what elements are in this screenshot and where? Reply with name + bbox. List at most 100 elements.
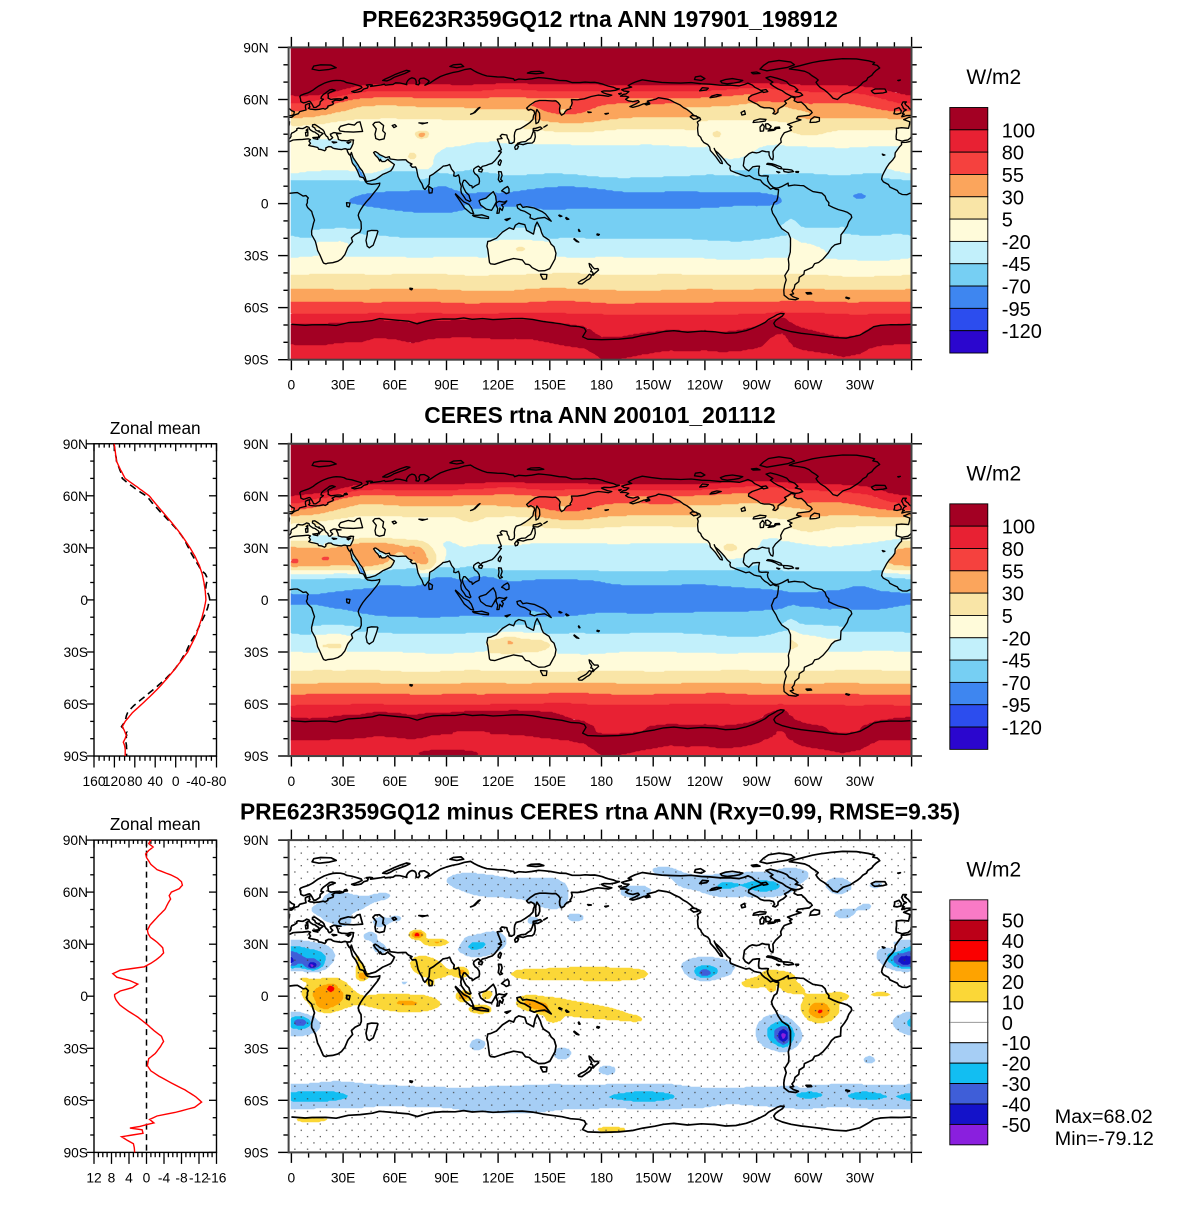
- svg-text:90S: 90S: [244, 1145, 269, 1160]
- svg-text:PRE623R359GQ12 minus CERES rtn: PRE623R359GQ12 minus CERES rtna ANN (Rxy…: [240, 799, 960, 825]
- svg-text:30: 30: [1002, 187, 1024, 209]
- svg-text:-80: -80: [207, 774, 227, 789]
- svg-text:150E: 150E: [534, 774, 566, 789]
- svg-text:80: 80: [127, 774, 143, 789]
- svg-text:30: 30: [1002, 952, 1024, 974]
- svg-text:30N: 30N: [63, 937, 88, 952]
- svg-text:90W: 90W: [742, 774, 770, 789]
- svg-text:30E: 30E: [331, 1170, 356, 1185]
- svg-text:0: 0: [288, 774, 296, 789]
- svg-text:80: 80: [1002, 143, 1024, 165]
- svg-text:150E: 150E: [534, 378, 566, 393]
- svg-text:-20: -20: [1002, 628, 1031, 650]
- svg-text:120W: 120W: [687, 774, 723, 789]
- svg-text:Zonal mean: Zonal mean: [110, 418, 201, 438]
- svg-text:60W: 60W: [794, 378, 822, 393]
- svg-text:40: 40: [148, 774, 164, 789]
- svg-text:0: 0: [261, 197, 269, 212]
- svg-text:30N: 30N: [243, 541, 268, 556]
- svg-text:30E: 30E: [331, 378, 356, 393]
- svg-text:5: 5: [1002, 210, 1013, 232]
- svg-text:-10: -10: [1002, 1033, 1031, 1055]
- svg-text:80: 80: [1002, 539, 1024, 561]
- svg-text:60E: 60E: [383, 774, 408, 789]
- svg-text:0: 0: [1002, 1013, 1013, 1035]
- svg-text:-120: -120: [1002, 718, 1042, 740]
- svg-text:60E: 60E: [383, 378, 408, 393]
- svg-text:30N: 30N: [63, 541, 88, 556]
- svg-text:55: 55: [1002, 561, 1024, 583]
- svg-text:-120: -120: [1002, 321, 1042, 343]
- svg-text:60N: 60N: [243, 489, 268, 504]
- svg-text:30W: 30W: [846, 774, 874, 789]
- svg-text:60N: 60N: [243, 885, 268, 900]
- svg-text:-12: -12: [189, 1170, 209, 1185]
- svg-text:60S: 60S: [244, 1093, 269, 1108]
- svg-text:Min=-79.12: Min=-79.12: [1055, 1128, 1154, 1150]
- svg-text:150W: 150W: [635, 774, 671, 789]
- svg-text:150E: 150E: [534, 1170, 566, 1185]
- svg-text:90N: 90N: [63, 833, 88, 848]
- svg-text:0: 0: [288, 1170, 296, 1185]
- svg-text:W/m2: W/m2: [966, 859, 1021, 882]
- svg-text:30N: 30N: [243, 937, 268, 952]
- svg-text:30S: 30S: [244, 249, 269, 264]
- svg-text:0: 0: [172, 774, 180, 789]
- svg-text:-95: -95: [1002, 695, 1031, 717]
- svg-text:60N: 60N: [63, 885, 88, 900]
- svg-text:90E: 90E: [434, 774, 459, 789]
- svg-text:60W: 60W: [794, 1170, 822, 1185]
- svg-text:10: 10: [1002, 992, 1024, 1014]
- svg-text:0: 0: [143, 1170, 151, 1185]
- svg-text:90N: 90N: [243, 833, 268, 848]
- svg-text:30: 30: [1002, 584, 1024, 606]
- svg-text:120: 120: [103, 774, 126, 789]
- svg-text:W/m2: W/m2: [966, 66, 1021, 89]
- svg-text:30W: 30W: [846, 1170, 874, 1185]
- svg-text:30W: 30W: [846, 378, 874, 393]
- svg-text:90E: 90E: [434, 1170, 459, 1185]
- svg-text:-20: -20: [1002, 232, 1031, 254]
- svg-text:-40: -40: [1002, 1095, 1031, 1117]
- svg-text:-4: -4: [158, 1170, 171, 1185]
- svg-text:60N: 60N: [63, 489, 88, 504]
- svg-text:-50: -50: [1002, 1115, 1031, 1137]
- svg-text:120E: 120E: [482, 774, 514, 789]
- svg-text:PRE623R359GQ12 rtna ANN 197901: PRE623R359GQ12 rtna ANN 197901_198912: [362, 6, 838, 32]
- svg-text:90N: 90N: [243, 40, 268, 55]
- svg-text:40: 40: [1002, 931, 1024, 953]
- svg-text:150W: 150W: [635, 1170, 671, 1185]
- svg-text:-30: -30: [1002, 1074, 1031, 1096]
- svg-text:30E: 30E: [331, 774, 356, 789]
- svg-text:30S: 30S: [63, 1041, 88, 1056]
- svg-text:180: 180: [590, 378, 613, 393]
- svg-text:90E: 90E: [434, 378, 459, 393]
- svg-text:-45: -45: [1002, 254, 1031, 276]
- svg-text:120W: 120W: [687, 1170, 723, 1185]
- svg-text:60S: 60S: [63, 697, 88, 712]
- svg-text:60S: 60S: [63, 1093, 88, 1108]
- svg-text:180: 180: [590, 774, 613, 789]
- svg-text:0: 0: [261, 593, 269, 608]
- svg-text:30S: 30S: [63, 645, 88, 660]
- svg-text:55: 55: [1002, 165, 1024, 187]
- svg-text:90S: 90S: [63, 1145, 88, 1160]
- svg-text:60W: 60W: [794, 774, 822, 789]
- svg-text:0: 0: [80, 989, 88, 1004]
- svg-text:120E: 120E: [482, 378, 514, 393]
- svg-text:90S: 90S: [244, 749, 269, 764]
- svg-text:Zonal mean: Zonal mean: [110, 814, 201, 834]
- svg-text:5: 5: [1002, 606, 1013, 628]
- svg-text:120E: 120E: [482, 1170, 514, 1185]
- svg-text:60S: 60S: [244, 697, 269, 712]
- svg-text:-70: -70: [1002, 277, 1031, 299]
- svg-text:-40: -40: [186, 774, 206, 789]
- svg-text:12: 12: [86, 1170, 101, 1185]
- svg-text:30S: 30S: [244, 1041, 269, 1056]
- svg-text:160: 160: [82, 774, 105, 789]
- svg-text:30S: 30S: [244, 645, 269, 660]
- svg-text:-70: -70: [1002, 673, 1031, 695]
- svg-text:90S: 90S: [63, 749, 88, 764]
- svg-text:20: 20: [1002, 972, 1024, 994]
- svg-text:30N: 30N: [243, 145, 268, 160]
